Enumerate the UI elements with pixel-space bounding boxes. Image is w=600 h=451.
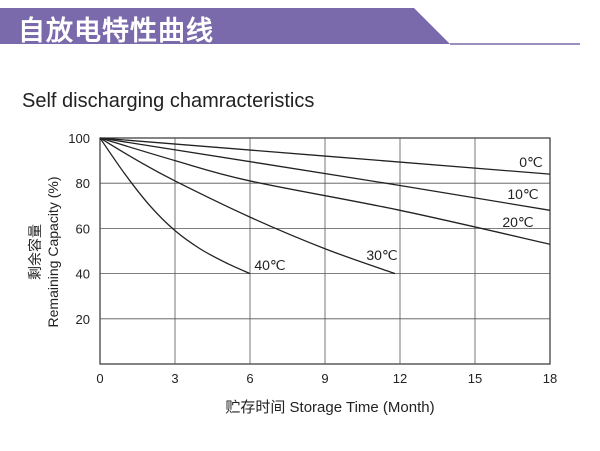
series-label: 30℃: [366, 247, 397, 263]
series-line-1: [99, 137, 551, 211]
x-tick-label: 6: [246, 371, 253, 386]
y-axis-label-cn: 剩余容量: [27, 224, 44, 280]
series-label: 20℃: [502, 214, 533, 230]
title-banner: [0, 8, 580, 45]
banner-shape: [0, 8, 450, 44]
x-tick-label: 0: [96, 371, 103, 386]
series-line-4: [99, 137, 251, 275]
page-title: 自放电特性曲线: [18, 16, 214, 47]
x-tick-label: 15: [468, 371, 482, 386]
x-tick-label: 9: [321, 371, 328, 386]
series-label: 0℃: [519, 154, 543, 170]
x-axis-label: 贮存时间 Storage Time (Month): [225, 399, 434, 416]
y-tick-label: 40: [76, 267, 90, 282]
y-tick-label: 20: [76, 312, 90, 327]
series-line-2: [99, 137, 551, 245]
x-tick-label: 18: [543, 371, 557, 386]
x-tick-label: 3: [171, 371, 178, 386]
y-tick-label: 80: [76, 176, 90, 191]
series-label: 40℃: [254, 257, 285, 273]
x-tick-label: 12: [393, 371, 407, 386]
y-tick-label: 100: [68, 131, 90, 146]
series-line-0: [99, 137, 551, 175]
series-line-3: [99, 137, 396, 275]
y-axis-label: Remaining Capacity (%): [45, 177, 61, 328]
series-label: 10℃: [507, 186, 538, 202]
chart-title: Self discharging chamracteristics: [22, 90, 315, 112]
y-tick-label: 60: [76, 221, 90, 236]
